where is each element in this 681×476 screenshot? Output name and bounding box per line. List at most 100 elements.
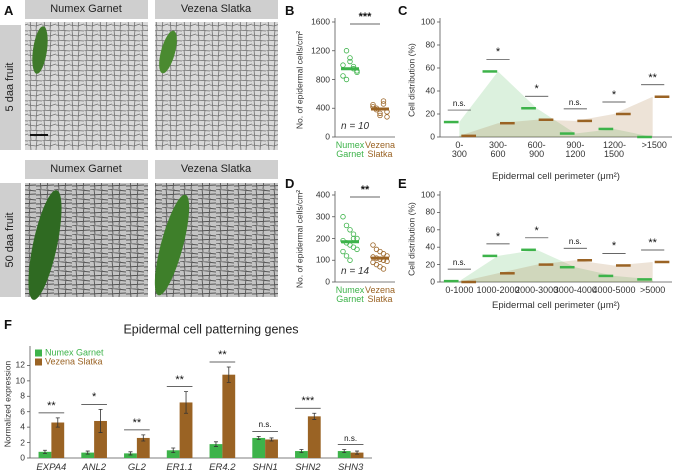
y-axis-title: No. of epidermal cells/cm² xyxy=(294,30,305,129)
column-header: Vezena Slatka xyxy=(180,2,252,15)
error-bar xyxy=(171,447,176,453)
bar xyxy=(209,444,223,458)
x-tick-label: GL2 xyxy=(127,462,146,474)
y-axis-title: Normalized expression xyxy=(2,360,13,448)
significance: n.s. xyxy=(568,97,582,107)
distribution-area xyxy=(459,71,653,137)
panel-label: E xyxy=(398,176,407,192)
bar xyxy=(222,374,236,458)
legend-label: Numex Garnet xyxy=(45,347,104,358)
data-point xyxy=(343,48,350,54)
column-header-bg xyxy=(25,160,148,179)
x-tick-label: 0-1000 xyxy=(445,285,474,295)
y-tick-label: 12 xyxy=(15,359,25,370)
legend-swatch xyxy=(35,349,42,357)
significance: n.s. xyxy=(568,237,582,247)
bar xyxy=(307,416,321,458)
y-tick-label: 0 xyxy=(20,452,25,463)
data-point xyxy=(340,248,346,255)
data-point xyxy=(377,110,383,116)
fruit xyxy=(159,30,177,74)
y-tick-label: 6 xyxy=(20,406,25,417)
significance: *** xyxy=(358,11,372,24)
x-tick-label: 300-600 xyxy=(488,140,507,160)
y-tick-label: 200 xyxy=(315,233,330,244)
row-label-bg xyxy=(0,25,21,150)
data-point xyxy=(347,227,353,233)
row-label: 5 daa fruit xyxy=(3,62,16,112)
x-tick-label: Numex Garnet xyxy=(335,140,365,160)
significance: ** xyxy=(218,349,227,362)
chart-title: Epidermal cell patterning genes xyxy=(123,322,299,337)
data-point xyxy=(343,76,350,83)
panel-label: F xyxy=(4,317,12,333)
bar xyxy=(252,437,266,458)
data-point xyxy=(343,253,350,259)
y-tick-label: 300 xyxy=(315,211,330,222)
significance: ** xyxy=(47,400,56,413)
x-tick-label: 2000-3000 xyxy=(515,285,559,295)
panel-label: B xyxy=(285,3,295,19)
error-bar xyxy=(256,436,261,440)
significance: * xyxy=(611,89,617,102)
significance: n.s. xyxy=(452,98,466,108)
significance: n.s. xyxy=(258,420,272,430)
data-point xyxy=(347,257,353,263)
significance: ** xyxy=(648,71,657,84)
x-tick-label: >1500 xyxy=(641,140,667,150)
bar xyxy=(94,420,107,458)
y-tick-label: 4 xyxy=(20,421,25,432)
error-bar xyxy=(355,450,360,455)
x-tick-label: 600-900 xyxy=(527,140,546,160)
y-tick-label: 10 xyxy=(15,375,25,386)
row-label-bg xyxy=(0,183,21,297)
data-point xyxy=(340,73,346,79)
y-tick-label: 1600 xyxy=(311,16,330,27)
sample-size: n = 10 xyxy=(341,120,370,132)
bar xyxy=(179,402,193,458)
significance: *** xyxy=(301,395,315,408)
data-point xyxy=(377,112,383,119)
x-tick-label: 4000-5000 xyxy=(592,285,636,295)
data-point xyxy=(347,58,353,65)
data-point xyxy=(380,101,387,107)
data-point xyxy=(340,214,346,220)
bar xyxy=(350,452,364,458)
error-bar xyxy=(299,449,304,453)
y-tick-label: 0 xyxy=(430,131,435,142)
bar xyxy=(38,451,52,458)
significance: * xyxy=(611,240,617,253)
significance: n.s. xyxy=(344,433,358,443)
x-tick-label: ANL2 xyxy=(82,462,107,474)
distribution-area xyxy=(459,96,653,137)
fruit xyxy=(28,190,62,300)
significance: ** xyxy=(132,417,142,430)
error-bar xyxy=(128,451,133,456)
y-tick-label: 20 xyxy=(425,259,435,270)
column-header-bg xyxy=(155,160,278,179)
y-tick-label: 1200 xyxy=(311,45,330,56)
error-bar xyxy=(269,437,274,442)
y-tick-label: 0 xyxy=(430,276,435,287)
y-tick-label: 100 xyxy=(315,254,330,265)
fruit xyxy=(32,26,48,74)
bar xyxy=(124,453,137,458)
error-bar xyxy=(213,441,218,447)
panel-label: A xyxy=(4,3,14,19)
data-point xyxy=(370,101,376,108)
data-point xyxy=(354,246,360,253)
y-tick-label: 8 xyxy=(20,390,25,401)
panel-label: C xyxy=(398,3,408,19)
data-point xyxy=(350,235,357,242)
column-header: Vezena Slatka xyxy=(180,162,252,175)
bar xyxy=(295,451,308,458)
bar xyxy=(337,451,351,458)
y-tick-label: 0 xyxy=(325,131,330,142)
panel-label: D xyxy=(285,176,295,192)
significance: * xyxy=(91,391,97,404)
column-header-bg xyxy=(25,0,148,19)
bar xyxy=(166,450,180,458)
error-bar xyxy=(226,366,231,383)
